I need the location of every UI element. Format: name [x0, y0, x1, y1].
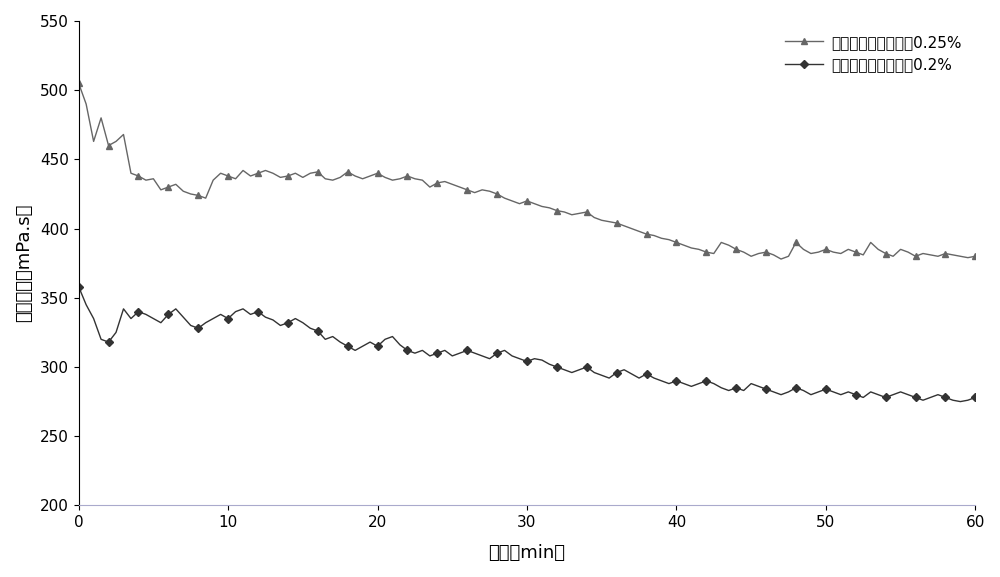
羞甲基胍胶质量分数0.2%	[454, 350, 466, 357]
羞甲基胍胶质量分数0.25%	[917, 250, 929, 257]
羞甲基胍胶质量分数0.25%	[282, 173, 294, 179]
Y-axis label: 剪切粘度（mPa.s）: 剪切粘度（mPa.s）	[15, 204, 33, 323]
羞甲基胍胶质量分数0.25%	[678, 242, 690, 249]
羞甲基胍胶质量分数0.2%	[633, 374, 645, 381]
羞甲基胍胶质量分数0.25%	[73, 80, 85, 87]
羞甲基胍胶质量分数0.2%	[954, 398, 966, 405]
羞甲基胍胶质量分数0.25%	[969, 253, 981, 260]
羞甲基胍胶质量分数0.25%	[633, 228, 645, 235]
羞甲基胍胶质量分数0.25%	[454, 183, 466, 190]
羞甲基胍胶质量分数0.2%	[282, 319, 294, 326]
Legend: 羞甲基胍胶质量分数0.25%, 羞甲基胍胶质量分数0.2%: 羞甲基胍胶质量分数0.25%, 羞甲基胍胶质量分数0.2%	[779, 29, 968, 78]
羞甲基胍胶质量分数0.2%	[969, 394, 981, 401]
Line: 羞甲基胍胶质量分数0.25%: 羞甲基胍胶质量分数0.25%	[75, 80, 979, 263]
X-axis label: 时间（min）: 时间（min）	[488, 544, 565, 562]
Line: 羞甲基胍胶质量分数0.2%: 羞甲基胍胶质量分数0.2%	[76, 284, 978, 404]
羞甲基胍胶质量分数0.2%	[910, 394, 922, 401]
羞甲基胍胶质量分数0.2%	[678, 380, 690, 387]
羞甲基胍胶质量分数0.25%	[162, 183, 174, 190]
羞甲基胍胶质量分数0.2%	[162, 311, 174, 318]
羞甲基胍胶质量分数0.25%	[775, 256, 787, 263]
羞甲基胍胶质量分数0.2%	[73, 283, 85, 290]
